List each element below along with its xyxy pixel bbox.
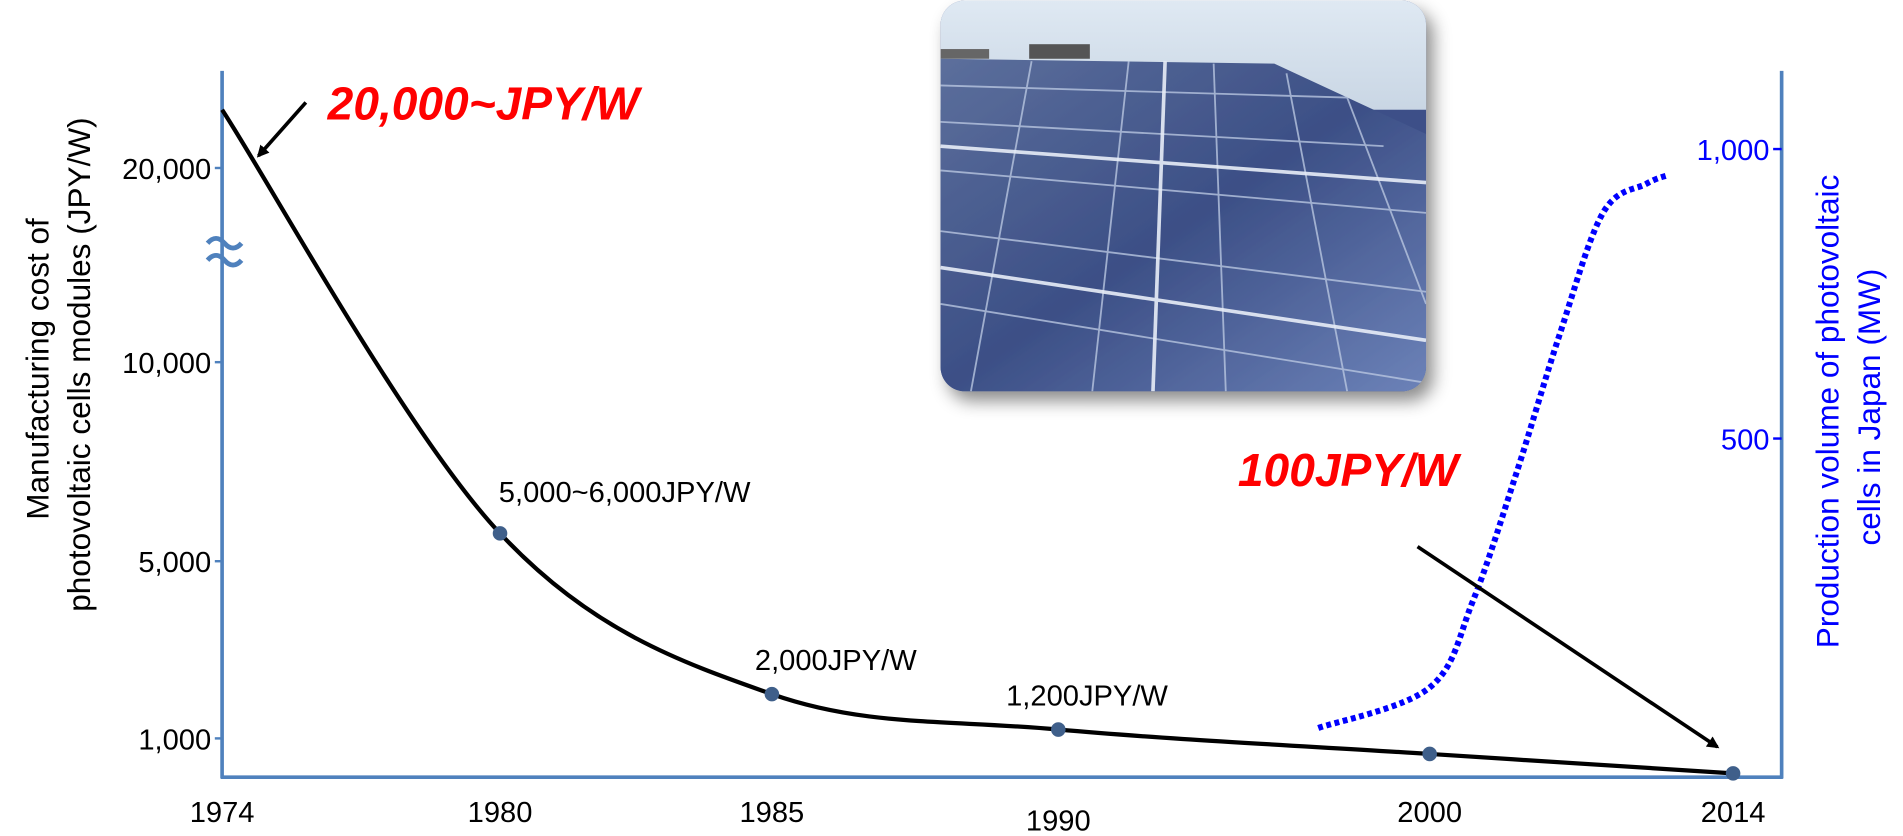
y2-tick-label: 500 xyxy=(1721,424,1770,456)
x-tick-label: 1990 xyxy=(1026,806,1091,836)
y-tick-label: 1,000 xyxy=(138,724,211,756)
page: Manufacturing cost of photovoltaic cells… xyxy=(0,0,1903,836)
x-tick-label: 1985 xyxy=(739,797,804,829)
value-label: 2,000JPY/W xyxy=(755,645,917,677)
annotation-arrow xyxy=(1418,547,1718,747)
x-tick-label: 1974 xyxy=(190,797,255,829)
annotation: 100JPY/W xyxy=(1238,444,1462,496)
y-axis-label-line: photovoltaic cells modules (JPY/W) xyxy=(61,117,97,611)
value-label: 5,000~6,000JPY/W xyxy=(499,477,751,509)
cost-point xyxy=(765,687,780,702)
y-axis-label: Manufacturing cost of photovoltaic cells… xyxy=(20,117,97,611)
annotation-arrow xyxy=(259,102,306,155)
y2-axis-label-line: Production volume of photovoltaic xyxy=(1810,175,1846,648)
y-tick-label: 20,000 xyxy=(122,154,211,186)
value-label: 1,200JPY/W xyxy=(1006,680,1168,712)
x-tick-label: 1980 xyxy=(468,797,533,829)
cost-point xyxy=(1422,747,1437,762)
cost-point xyxy=(1726,766,1741,781)
annotation: 20,000~JPY/W xyxy=(327,77,643,129)
y-tick-label: 10,000 xyxy=(122,348,211,380)
x-tick-label: 2014 xyxy=(1701,797,1766,829)
axis-break xyxy=(208,238,242,265)
y-tick-label: 5,000 xyxy=(138,547,211,579)
chart: Manufacturing cost of photovoltaic cells… xyxy=(0,0,1903,836)
solar-photo xyxy=(941,1,1426,392)
x-tick-label: 2000 xyxy=(1397,797,1462,829)
y2-tick-label: 1,000 xyxy=(1697,135,1770,167)
cost-point xyxy=(493,526,508,541)
y2-axis-label: Production volume of photovoltaic cells … xyxy=(1810,166,1887,648)
y-axis-label-line: Manufacturing cost of xyxy=(20,218,56,520)
cost-point xyxy=(1051,722,1066,737)
y2-axis-label-line: cells in Japan (MW) xyxy=(1851,269,1887,546)
